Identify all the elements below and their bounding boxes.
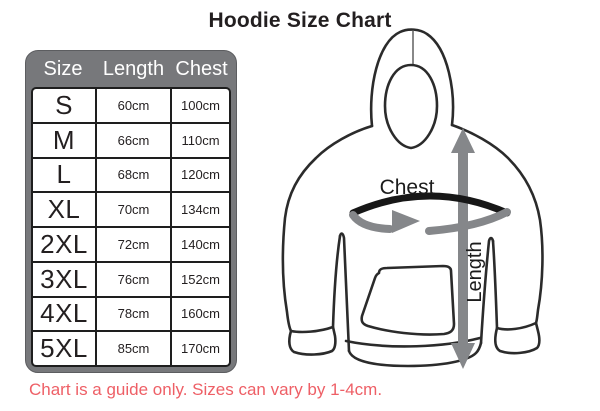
chest-band-front-right: [425, 208, 511, 235]
chest-value-cell: 170cm: [172, 332, 229, 365]
column-header-chest: Chest: [175, 57, 228, 80]
chest-arrowhead: [392, 210, 420, 233]
chest-arrow: [349, 192, 511, 235]
length-value-cell: 68cm: [97, 158, 170, 192]
length-value-cell: 72cm: [97, 228, 170, 261]
size-cell: 2XL: [33, 228, 95, 261]
right-inner-seam: [491, 239, 499, 330]
body-right-edge: [479, 236, 495, 345]
chest-band-back: [349, 192, 511, 217]
chest-value-cell: 152cm: [172, 262, 229, 296]
length-arrow: [451, 128, 475, 369]
length-arrowhead-up: [451, 128, 475, 153]
length-label: Length: [464, 241, 486, 302]
chest-value-cell: 110cm: [172, 123, 229, 157]
size-cell: 3XL: [33, 262, 95, 296]
length-value-cell: 85cm: [97, 332, 170, 365]
body-left-edge: [338, 232, 351, 353]
size-cell: XL: [33, 193, 95, 226]
chest-value-cell: 160cm: [172, 297, 229, 331]
disclaimer-note: Chart is a guide only. Sizes can vary by…: [29, 380, 383, 399]
hoodie-illustration: Chest Length: [281, 28, 544, 369]
chest-band-front-left: [349, 211, 394, 233]
size-cell: 4XL: [33, 297, 95, 331]
length-arrowhead-down: [451, 343, 475, 369]
length-value-cell: 66cm: [97, 123, 170, 157]
size-cell: 5XL: [33, 332, 95, 365]
size-cell: L: [33, 158, 95, 192]
hem-bottom: [347, 341, 483, 368]
length-value-cell: 76cm: [97, 262, 170, 296]
size-cell: M: [33, 123, 95, 157]
column-header-length: Length: [102, 57, 165, 80]
hood: [369, 28, 455, 128]
table-header-row: Size Length Chest: [31, 51, 231, 87]
size-table: Size Length Chest S 60cm 100cm M 66cm 110cm L 68c…: [25, 50, 237, 373]
right-sleeve: [450, 123, 544, 325]
chest-label: Chest: [380, 176, 435, 199]
chest-value-cell: 120cm: [172, 158, 229, 192]
chest-value-cell: 100cm: [172, 89, 229, 122]
length-value-cell: 78cm: [97, 297, 170, 331]
length-value-cell: 70cm: [97, 193, 170, 226]
right-cuff: [494, 321, 541, 355]
hood-face-opening: [383, 63, 439, 150]
page-title: Hoodie Size Chart: [208, 9, 392, 32]
left-cuff: [288, 325, 337, 356]
chest-value-cell: 134cm: [172, 193, 229, 226]
column-header-size: Size: [43, 57, 83, 80]
left-sleeve: [281, 124, 374, 333]
left-inner-seam: [331, 234, 342, 329]
length-value-cell: 60cm: [97, 89, 170, 122]
kangaroo-pocket: [360, 264, 456, 336]
size-cell: S: [33, 89, 95, 122]
chest-value-cell: 140cm: [172, 228, 229, 261]
table-body: S 60cm 100cm M 66cm 110cm L 68cm 120cm XL 70cm 134c…: [31, 87, 231, 367]
